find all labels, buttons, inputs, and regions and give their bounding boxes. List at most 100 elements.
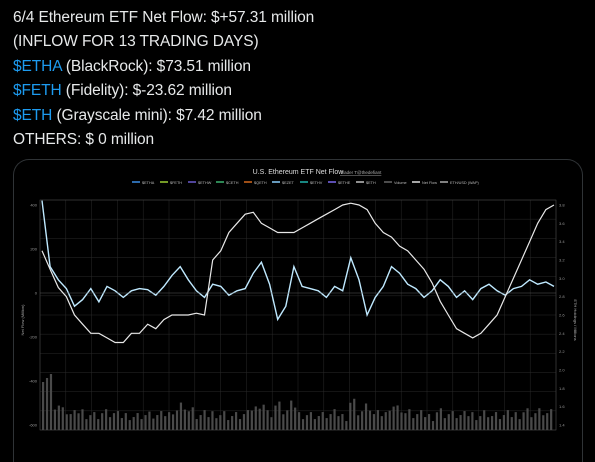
volume-bar	[136, 413, 139, 430]
volume-bar	[211, 411, 214, 430]
right-tick-label: 2.8	[559, 294, 565, 299]
volume-bar	[242, 414, 246, 430]
volume-bar	[183, 409, 186, 430]
net-flow-line	[41, 200, 555, 322]
legend-label: $ETHA	[142, 181, 155, 185]
volume-bar	[85, 419, 88, 430]
volume-bar	[467, 416, 470, 430]
volume-bar	[487, 417, 490, 430]
volume-bar	[175, 410, 179, 430]
volume-bar	[538, 408, 541, 430]
chart-legend: $ETHA $FETH $ETHW $CETH $QETH $EZET $ETHV $ETHE…	[132, 181, 479, 185]
volume-bar	[132, 417, 135, 430]
legend-label: Net Flow	[422, 181, 437, 185]
left-axis-ticks: 400 200 0 -200 -400 -600	[29, 203, 38, 428]
volume-bar	[494, 412, 498, 430]
volume-bar	[309, 412, 313, 430]
etha-line: $ETHA (BlackRock): $73.51 million	[13, 55, 314, 79]
volume-bar	[128, 420, 131, 430]
right-tick-label: 1.6	[559, 404, 565, 409]
post-media-image[interactable]: U.S. Ethereum ETF Net Flow Trader T@thed…	[13, 159, 583, 462]
volume-bar	[459, 415, 462, 430]
volume-bar	[246, 410, 249, 430]
volume-bar	[207, 417, 210, 430]
chart-title: U.S. Ethereum ETF Net Flow	[253, 169, 345, 176]
right-tick-label: 1.8	[559, 386, 565, 391]
volume-bar	[400, 412, 403, 430]
left-tick-label: 0	[35, 291, 38, 296]
volume-bar	[416, 414, 419, 430]
volume-bar	[546, 413, 549, 430]
legend-label: $ETH	[366, 181, 376, 185]
volume-bar	[286, 410, 289, 430]
chart-grid	[39, 199, 557, 431]
legend-label: $FETH	[170, 181, 182, 185]
post-subheadline: (INFLOW FOR 13 TRADING DAYS)	[13, 33, 259, 51]
chart-lines	[40, 200, 556, 344]
eth-price-line	[41, 202, 555, 344]
legend-label: $QETH	[254, 181, 267, 185]
volume-bar	[89, 415, 92, 430]
volume-bar	[278, 401, 281, 430]
volume-bar	[447, 414, 450, 430]
volume-bar	[231, 416, 234, 430]
volume-bar	[282, 414, 285, 430]
volume-bar	[510, 417, 513, 430]
volume-bar	[219, 415, 222, 430]
volume-bar	[305, 415, 309, 430]
volume-bar	[396, 405, 399, 430]
legend-label: $ETHW	[198, 181, 212, 185]
volume-bar	[93, 412, 96, 430]
volume-bar	[227, 420, 230, 430]
legend-label: $EZET	[282, 181, 294, 185]
volume-bar	[120, 418, 123, 430]
volume-bar	[42, 382, 45, 430]
volume-bar	[301, 419, 305, 430]
post-text: 6/4 Ethereum ETF Net Flow: $+57.31 milli…	[13, 6, 314, 152]
left-tick-label: -600	[29, 423, 38, 428]
etha-cashtag-link[interactable]: $ETHA	[13, 57, 62, 75]
volume-bars	[42, 374, 553, 430]
volume-bar	[254, 406, 257, 430]
volume-bar	[81, 409, 84, 430]
volume-bar	[412, 418, 415, 430]
feth-cashtag-link[interactable]: $FETH	[13, 82, 62, 100]
legend-label: ETH/USD (WAP)	[450, 181, 479, 185]
volume-bar	[238, 419, 242, 430]
volume-bar	[262, 404, 265, 430]
volume-bar	[325, 418, 328, 430]
volume-bar	[384, 412, 387, 430]
volume-bar	[294, 407, 297, 430]
volume-bar	[427, 414, 431, 430]
right-tick-label: 3.0	[559, 276, 565, 281]
right-tick-label: 2.2	[559, 349, 565, 354]
right-tick-label: 2.6	[559, 313, 565, 318]
volume-bar	[498, 419, 502, 430]
legend-label: $CETH	[226, 181, 239, 185]
eth-line: $ETH (Grayscale mini): $7.42 million	[13, 104, 314, 128]
left-tick-label: -400	[29, 379, 38, 384]
volume-bar	[69, 414, 72, 430]
volume-bar	[156, 415, 159, 430]
volume-bar	[380, 416, 383, 430]
volume-bar	[274, 405, 277, 430]
volume-bar	[105, 409, 108, 430]
left-axis-label: Net Flow (Million)	[20, 304, 25, 336]
volume-bar	[345, 421, 348, 430]
chart-subtitle: Trader T@thedefiant	[340, 170, 382, 175]
volume-bar	[408, 409, 411, 430]
volume-bar	[353, 398, 356, 430]
volume-bar	[388, 410, 391, 430]
volume-bar	[97, 419, 100, 430]
volume-bar	[321, 412, 324, 430]
volume-bar	[431, 421, 435, 430]
volume-bar	[77, 413, 80, 430]
volume-bar	[364, 403, 368, 430]
volume-bar	[191, 407, 194, 430]
volume-bar	[215, 418, 218, 430]
eth-cashtag-link[interactable]: $ETH	[13, 106, 53, 124]
right-axis-label: ETH Holdings / Millions	[573, 299, 578, 340]
volume-bar	[73, 410, 76, 430]
volume-bar	[112, 413, 116, 430]
volume-bar	[65, 414, 68, 430]
